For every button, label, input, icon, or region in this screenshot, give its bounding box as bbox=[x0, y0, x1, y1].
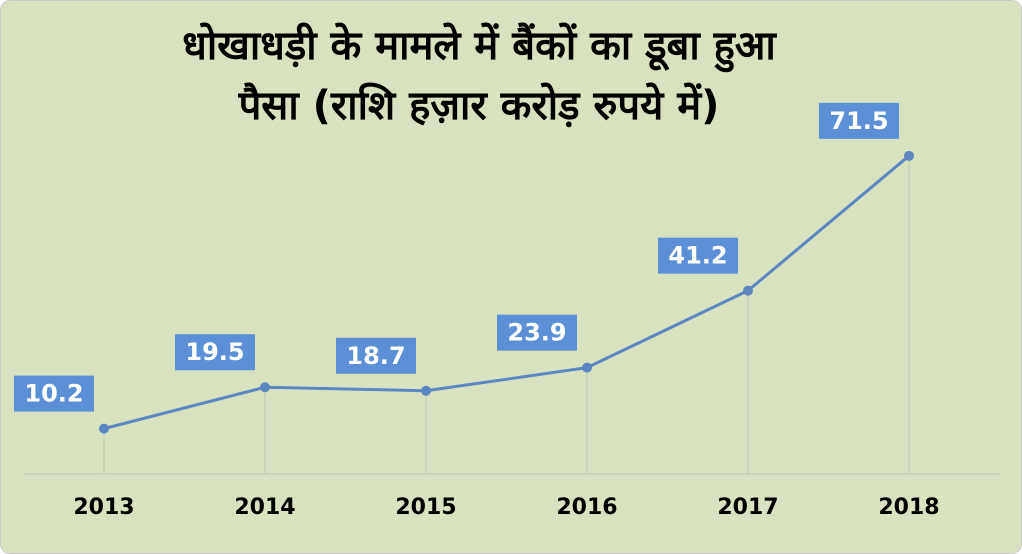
data-label-2018: 71.5 bbox=[829, 107, 888, 135]
data-label-box-2017 bbox=[658, 237, 738, 274]
data-point-2015 bbox=[421, 385, 431, 396]
x-tick-label-2018: 2018 bbox=[878, 495, 939, 520]
data-point-2013 bbox=[99, 423, 109, 434]
x-tick-label-2017: 2017 bbox=[717, 495, 778, 520]
data-point-2017 bbox=[743, 285, 753, 296]
x-tick-label-2014: 2014 bbox=[234, 495, 295, 520]
data-label-2016: 23.9 bbox=[507, 319, 566, 347]
data-label-2014: 19.5 bbox=[185, 338, 244, 366]
data-label-2017: 41.2 bbox=[668, 242, 727, 270]
series-line bbox=[103, 154, 910, 431]
chart-title-line-1: धोखाधड़ी के मामले में बैंकों का डूबा हुआ bbox=[182, 22, 778, 73]
plot-area: 10.2 19.5 18.7 23.9 41.2 71.5 2013 2014 2015 2016… bbox=[14, 102, 1001, 520]
chart-title: धोखाधड़ी के मामले में बैंकों का डूबा हुआ… bbox=[182, 22, 778, 129]
x-tick-label-2013: 2013 bbox=[73, 495, 134, 520]
data-label-2013: 10.2 bbox=[24, 380, 83, 408]
data-label-box-2016 bbox=[497, 314, 577, 351]
x-tick-label-2015: 2015 bbox=[395, 495, 456, 520]
x-tick-label-2016: 2016 bbox=[556, 495, 617, 520]
data-point-2014 bbox=[260, 382, 270, 393]
data-label-2015: 18.7 bbox=[346, 342, 405, 370]
data-label-box-2014 bbox=[175, 334, 255, 371]
data-label-box-2013 bbox=[14, 375, 94, 412]
data-point-2018 bbox=[904, 150, 914, 161]
data-label-box-2015 bbox=[336, 337, 416, 374]
data-point-2016 bbox=[582, 362, 592, 373]
chart-title-line-2: पैसा (राशि हज़ार करोड़ रुपये में) bbox=[238, 82, 720, 129]
data-label-box-2018 bbox=[819, 102, 899, 139]
